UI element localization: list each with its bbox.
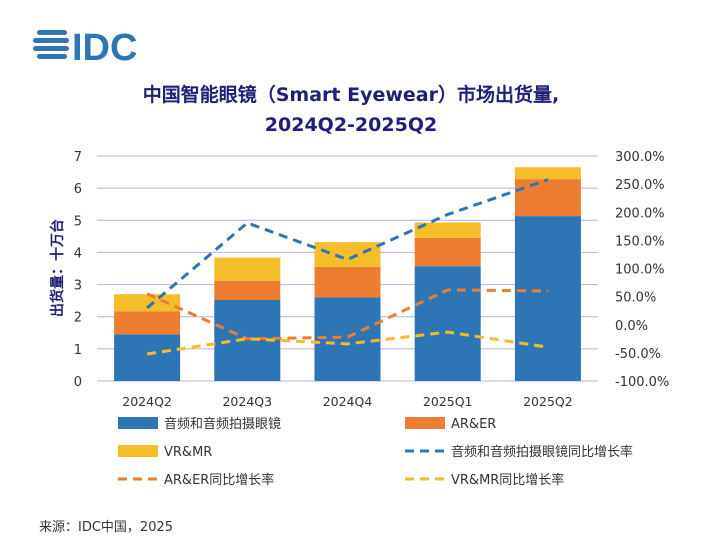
right-axis-ticks: -100.0% -50.0% 0.0% 50.0% 100.0% 150.0% 200.0%… (615, 150, 669, 390)
source-note: 来源：IDC中国，2025 (39, 520, 173, 535)
left-tick-label: 0 (74, 375, 82, 390)
right-tick-label: -50.0% (615, 347, 661, 362)
right-tick-label: 150.0% (615, 234, 665, 249)
legend-swatch (405, 417, 445, 429)
category-label: 2025Q1 (423, 394, 473, 409)
left-axis-ticks: 0 1 2 3 4 5 6 7 (74, 150, 82, 390)
right-tick-label: 0.0% (615, 319, 648, 334)
bar-VR&MR (414, 222, 481, 238)
right-tick-label: 300.0% (615, 150, 665, 165)
right-tick-label: -100.0% (615, 375, 669, 390)
line-音频和音频拍摄眼镜同比增长率 (146, 178, 549, 310)
bar-音频和音频拍摄眼镜 (314, 297, 381, 381)
bar-AR&ER (414, 237, 481, 267)
category-label: 2024Q4 (323, 394, 373, 409)
right-tick-label: 250.0% (615, 178, 665, 193)
line-series (146, 178, 549, 356)
bar-AR&ER (514, 179, 581, 217)
legend-label: VR&MR同比增长率 (451, 472, 564, 488)
bar-音频和音频拍摄眼镜 (114, 334, 181, 381)
idc-logo: IDC (33, 27, 137, 69)
category-label: 2025Q2 (523, 394, 573, 409)
legend-label: 音频和音频拍摄眼镜 (164, 416, 281, 432)
legend: 音频和音频拍摄眼镜 AR&ER VR&MR 音频和音频拍摄眼镜同比增长率 AR&ER同比… (118, 416, 633, 488)
legend-label: VR&MR (164, 445, 212, 460)
bar-VR&MR (214, 257, 281, 281)
right-tick-label: 200.0% (615, 206, 665, 221)
bar-series (114, 167, 581, 381)
left-tick-label: 5 (74, 214, 82, 229)
category-label: 2024Q3 (222, 394, 272, 409)
right-tick-label: 50.0% (615, 291, 656, 306)
legend-label: 音频和音频拍摄眼镜同比增长率 (451, 444, 633, 460)
chart-title-line1: 中国智能眼镜（Smart Eyewear）市场出货量, (143, 83, 559, 106)
left-tick-label: 7 (74, 150, 82, 165)
bar-音频和音频拍摄眼镜 (514, 216, 581, 381)
legend-swatch (118, 445, 158, 457)
right-tick-label: 100.0% (615, 263, 665, 278)
left-tick-label: 6 (74, 182, 82, 197)
bar-VR&MR (314, 242, 381, 267)
legend-swatch (118, 417, 158, 429)
legend-label: AR&ER (451, 417, 496, 432)
globe-icon (33, 30, 69, 59)
left-tick-label: 1 (74, 343, 82, 358)
bar-VR&MR (114, 294, 181, 312)
left-tick-label: 4 (74, 246, 82, 261)
y-axis-label: 出货量：十万台 (49, 219, 66, 317)
line-AR&ER同比增长率 (146, 288, 548, 341)
bar-AR&ER (314, 266, 381, 298)
legend-label: AR&ER同比增长率 (164, 472, 274, 488)
bar-VR&MR (514, 167, 581, 180)
category-label: 2024Q2 (122, 394, 172, 409)
line-VR&MR同比增长率 (146, 330, 549, 356)
bar-AR&ER (214, 280, 281, 300)
bar-AR&ER (114, 311, 181, 335)
logo-text: IDC (72, 27, 137, 69)
chart-title-line2: 2024Q2-2025Q2 (265, 114, 437, 136)
left-tick-label: 2 (74, 311, 82, 326)
left-tick-label: 3 (74, 279, 82, 294)
bar-音频和音频拍摄眼镜 (414, 266, 481, 381)
category-labels: 2024Q2 2024Q3 2024Q4 2025Q1 2025Q2 (122, 394, 572, 409)
